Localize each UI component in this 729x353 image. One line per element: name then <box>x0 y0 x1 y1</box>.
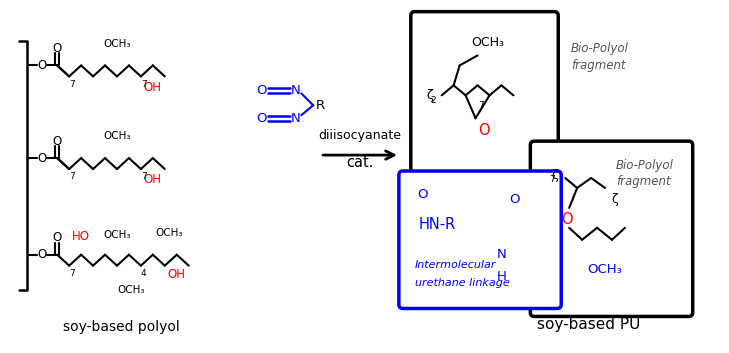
Text: 7: 7 <box>479 101 484 110</box>
Text: OH: OH <box>144 173 162 186</box>
Text: HN-R: HN-R <box>419 217 456 232</box>
FancyBboxPatch shape <box>399 171 561 309</box>
Text: R: R <box>316 99 324 112</box>
Text: O: O <box>52 231 62 244</box>
Text: OCH₃: OCH₃ <box>117 285 144 294</box>
Text: N: N <box>290 112 300 125</box>
Text: 7: 7 <box>69 80 75 89</box>
FancyBboxPatch shape <box>411 12 558 204</box>
Text: HO: HO <box>72 230 90 243</box>
Text: OCH₃: OCH₃ <box>588 263 623 276</box>
Text: Bio-Polyol: Bio-Polyol <box>572 42 629 55</box>
Text: O: O <box>38 151 47 164</box>
Text: ζ: ζ <box>552 168 558 181</box>
Text: OCH₃: OCH₃ <box>155 228 182 238</box>
Text: fragment: fragment <box>616 175 671 189</box>
Text: 4: 4 <box>141 269 147 278</box>
Text: 2: 2 <box>430 96 435 105</box>
FancyBboxPatch shape <box>530 141 693 316</box>
Text: fragment: fragment <box>572 59 625 72</box>
Text: 7: 7 <box>550 175 555 185</box>
Text: OCH₃: OCH₃ <box>104 38 130 48</box>
Text: OCH₃: OCH₃ <box>104 131 130 141</box>
Text: O: O <box>418 189 428 202</box>
Text: Bio-Polyol: Bio-Polyol <box>616 158 674 172</box>
Text: O: O <box>52 42 62 55</box>
Text: O: O <box>256 84 267 97</box>
Text: N: N <box>290 84 300 97</box>
Text: O: O <box>509 193 520 207</box>
Text: N: N <box>496 248 507 261</box>
Text: 7: 7 <box>69 269 75 278</box>
Text: diiisocyanate: diiisocyanate <box>319 128 402 142</box>
Text: O: O <box>256 112 267 125</box>
Text: O: O <box>477 123 489 138</box>
Text: OH: OH <box>144 81 162 94</box>
Text: Intermolecular: Intermolecular <box>415 260 496 270</box>
Text: H: H <box>496 270 507 283</box>
Text: cat.: cat. <box>346 155 374 169</box>
Text: OCH₃: OCH₃ <box>471 36 504 49</box>
Text: O: O <box>52 134 62 148</box>
Text: 7: 7 <box>69 173 75 181</box>
Text: urethane linkage: urethane linkage <box>415 277 510 288</box>
Text: O: O <box>38 59 47 72</box>
Text: OCH₃: OCH₃ <box>104 230 130 240</box>
Text: OH: OH <box>168 268 186 281</box>
Text: soy-based polyol: soy-based polyol <box>63 321 179 334</box>
Text: O: O <box>38 248 47 261</box>
Text: 7: 7 <box>141 173 147 181</box>
Text: ζ: ζ <box>612 193 618 207</box>
Text: ζ: ζ <box>426 89 433 102</box>
Text: O: O <box>561 212 573 227</box>
Text: 7: 7 <box>141 80 147 89</box>
Text: soy-based PU: soy-based PU <box>537 317 641 332</box>
